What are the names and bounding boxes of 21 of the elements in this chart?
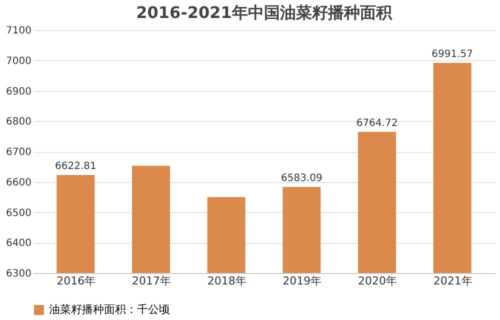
data-label: 6764.72: [356, 118, 398, 129]
x-tick-label: 2018年: [207, 274, 246, 288]
x-tick-label: 2016年: [56, 274, 96, 288]
legend-label: 油菜籽播种面积：千公顷: [49, 303, 170, 316]
chart-title: 2016-2021年中国油菜籽播种面积: [136, 3, 393, 22]
y-tick-label: 6300: [6, 268, 32, 280]
x-tick-label: 2020年: [358, 274, 397, 288]
y-tick-label: 7000: [6, 56, 32, 67]
x-tick-label: 2021年: [433, 274, 472, 288]
data-label: 6991.57: [432, 48, 474, 60]
x-tick-label: 2017年: [132, 274, 171, 288]
y-tick-label: 6900: [6, 86, 32, 98]
x-tick-label: 2019年: [282, 274, 322, 288]
data-label: 6583.09: [280, 173, 322, 184]
data-label: 6622.81: [54, 160, 96, 172]
y-tick-label: 6600: [6, 177, 32, 188]
y-tick-label: 6500: [6, 208, 32, 219]
y-tick-label: 6700: [6, 147, 32, 158]
y-tick-label: 6400: [6, 238, 32, 250]
y-tick-label: 7100: [6, 26, 32, 36]
y-tick-label: 6800: [6, 116, 32, 128]
